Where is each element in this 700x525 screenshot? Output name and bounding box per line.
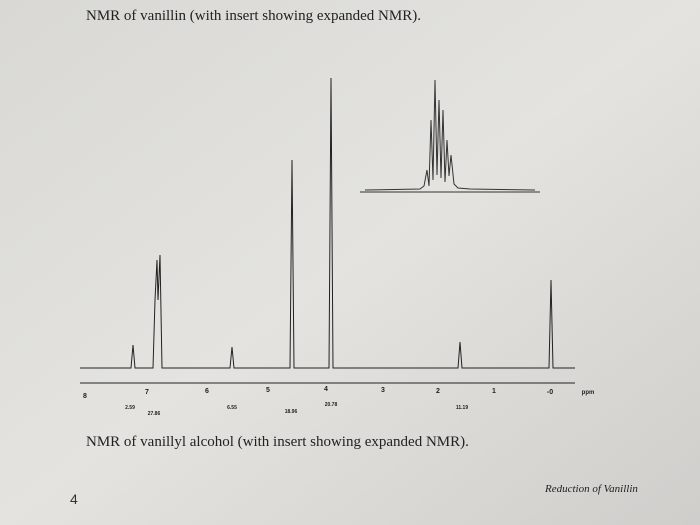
axis-tick-label: -0 (547, 389, 553, 396)
figure-caption: NMR of vanillyl alcohol (with insert sho… (86, 434, 469, 450)
running-title: Reduction of Vanillin (544, 483, 638, 495)
axis-tick-label: 5 (266, 387, 270, 394)
axis-tick-label: 1 (492, 388, 496, 395)
integral-label: 11.19 (456, 405, 468, 411)
axis-tick-label: 3 (381, 387, 385, 394)
axis-tick-label: 4 (324, 386, 328, 393)
insert-spectrum (360, 79, 540, 193)
integral-label: 6.55 (227, 405, 237, 411)
page-number: 4 (70, 491, 78, 507)
axis-unit: ppm (582, 390, 595, 396)
main-spectrum (80, 77, 575, 384)
axis-tick-label: 6 (205, 388, 209, 395)
integral-label: 20.78 (325, 402, 338, 408)
integral-label: 27.86 (148, 411, 161, 417)
page-title: NMR of vanillin (with insert showing exp… (86, 8, 421, 24)
axis-tick-label: 7 (145, 389, 149, 396)
integral-label: 18.96 (285, 409, 298, 415)
axis-tick-label: 8 (83, 393, 87, 400)
axis-tick-label: 2 (436, 388, 440, 395)
integral-label: 2.59 (125, 405, 135, 411)
